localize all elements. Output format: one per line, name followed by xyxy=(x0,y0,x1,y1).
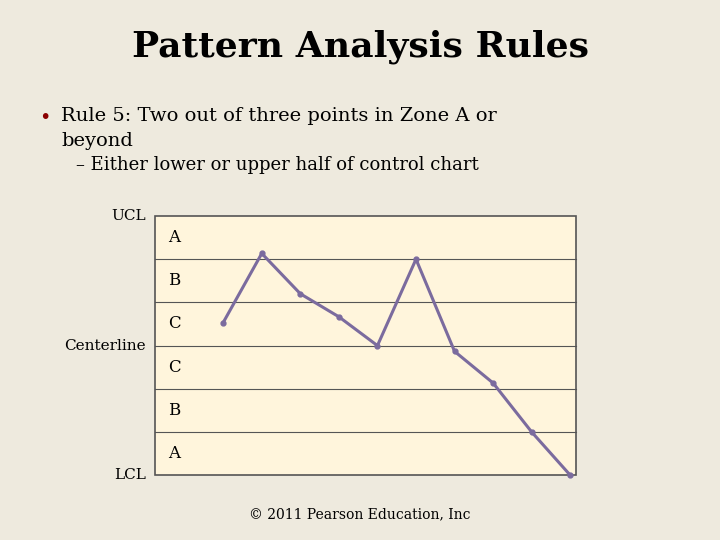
Text: B: B xyxy=(168,402,180,419)
Text: – Either lower or upper half of control chart: – Either lower or upper half of control … xyxy=(76,156,478,173)
Bar xyxy=(155,216,576,475)
Text: B: B xyxy=(168,272,180,289)
Text: UCL: UCL xyxy=(112,209,146,223)
Text: A: A xyxy=(168,445,180,462)
Text: Centerline: Centerline xyxy=(65,339,146,353)
Text: © 2011 Pearson Education, Inc: © 2011 Pearson Education, Inc xyxy=(249,507,471,521)
Text: C: C xyxy=(168,359,181,376)
Text: Rule 5: Two out of three points in Zone A or: Rule 5: Two out of three points in Zone … xyxy=(61,107,497,125)
Text: beyond: beyond xyxy=(61,132,133,150)
Text: A: A xyxy=(168,229,180,246)
Text: •: • xyxy=(40,108,51,127)
Text: C: C xyxy=(168,315,181,333)
Text: LCL: LCL xyxy=(114,468,146,482)
Text: Pattern Analysis Rules: Pattern Analysis Rules xyxy=(132,30,588,64)
